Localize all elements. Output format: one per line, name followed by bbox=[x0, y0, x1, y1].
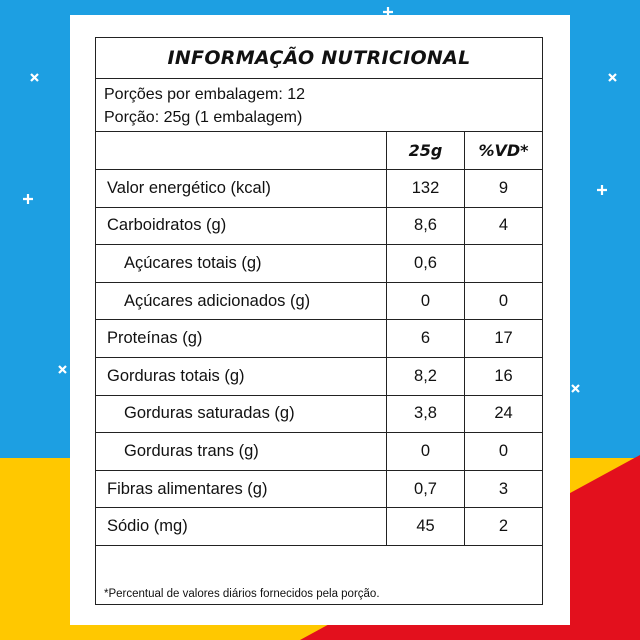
row-label: Gorduras totais (g) bbox=[107, 366, 245, 385]
footnote: *Percentual de valores diários fornecido… bbox=[104, 588, 380, 600]
row-label: Carboidratos (g) bbox=[107, 216, 227, 235]
amount-cell: 6 bbox=[386, 320, 464, 357]
dv-cell: 3 bbox=[464, 470, 542, 508]
dv-cell: 16 bbox=[464, 357, 542, 395]
table-row: Açúcares adicionados (g) 0 0 bbox=[96, 282, 542, 321]
row-label: Açúcares adicionados (g) bbox=[124, 291, 311, 310]
table-row: Carboidratos (g) 8,6 4 bbox=[96, 207, 542, 246]
dv-cell: 17 bbox=[464, 320, 542, 357]
nutrition-table: INFORMAÇÃO NUTRICIONAL Porções por embal… bbox=[95, 37, 543, 605]
rows: Valor energético (kcal) 132 9 Carboidratos … bbox=[96, 170, 542, 546]
dv-cell bbox=[464, 245, 542, 282]
amount-cell: 0 bbox=[386, 282, 464, 320]
table-row: Proteínas (g) 6 17 bbox=[96, 320, 542, 358]
dv-cell: 9 bbox=[464, 170, 542, 207]
header-row: 25g %VD* bbox=[96, 132, 542, 170]
dv-cell: 4 bbox=[464, 207, 542, 245]
dv-cell: 2 bbox=[464, 508, 542, 545]
row-label: Açúcares totais (g) bbox=[124, 253, 262, 272]
amount-cell: 0 bbox=[386, 433, 464, 470]
table-row: Sódio (mg) 45 2 bbox=[96, 508, 542, 546]
amount-cell: 8,6 bbox=[386, 207, 464, 245]
servings-line: Porção: 25g (1 embalagem) bbox=[104, 109, 303, 126]
row-label: Gorduras saturadas (g) bbox=[124, 404, 295, 423]
table-row: Açúcares totais (g) 0,6 bbox=[96, 245, 542, 283]
amount-cell: 45 bbox=[386, 508, 464, 545]
row-label: Fibras alimentares (g) bbox=[107, 479, 268, 498]
servings-line: Porções por embalagem: 12 bbox=[104, 86, 305, 103]
table-row: Gorduras trans (g) 0 0 bbox=[96, 433, 542, 471]
dv-cell: 24 bbox=[464, 395, 542, 433]
servings: Porções por embalagem: 12 Porção: 25g (1… bbox=[96, 79, 542, 132]
row-label: Valor energético (kcal) bbox=[107, 178, 271, 197]
table-row: Gorduras saturadas (g) 3,8 24 bbox=[96, 395, 542, 434]
table-row: Fibras alimentares (g) 0,7 3 bbox=[96, 470, 542, 509]
amount-cell: 8,2 bbox=[386, 357, 464, 395]
header-cell: %VD* bbox=[464, 132, 542, 169]
table-title: INFORMAÇÃO NUTRICIONAL bbox=[96, 38, 542, 79]
amount-cell: 0,7 bbox=[386, 470, 464, 508]
table-row: Gorduras totais (g) 8,2 16 bbox=[96, 357, 542, 396]
amount-cell: 132 bbox=[386, 170, 464, 207]
amount-cell: 0,6 bbox=[386, 245, 464, 282]
dv-cell: 0 bbox=[464, 433, 542, 470]
row-label: Sódio (mg) bbox=[107, 517, 188, 536]
row-label: Gorduras trans (g) bbox=[124, 441, 259, 460]
table-row: Valor energético (kcal) 132 9 bbox=[96, 170, 542, 208]
dv-cell: 0 bbox=[464, 282, 542, 320]
row-label: Proteínas (g) bbox=[107, 329, 203, 348]
sparkles bbox=[23, 7, 617, 393]
header-cell: 25g bbox=[386, 132, 464, 169]
amount-cell: 3,8 bbox=[386, 395, 464, 433]
